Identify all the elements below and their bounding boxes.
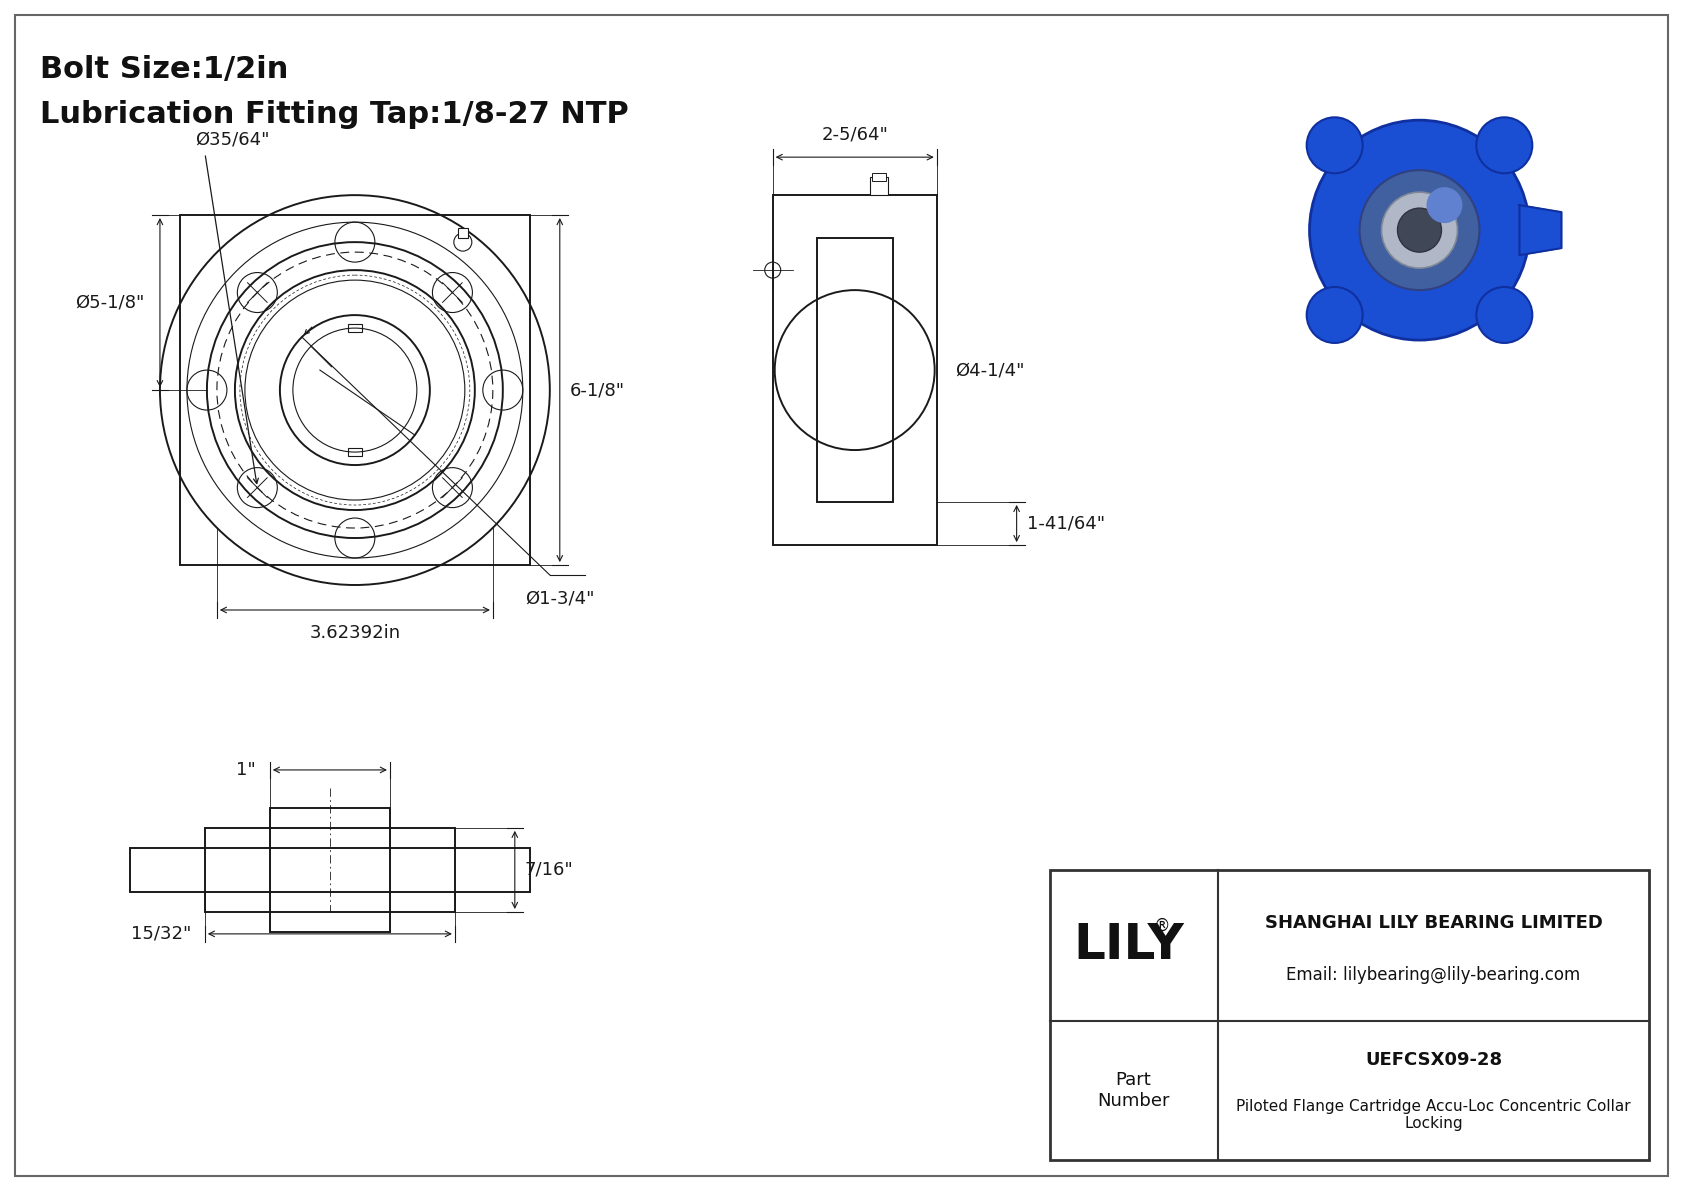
Circle shape: [1307, 118, 1362, 174]
Bar: [1049, 869, 1649, 1160]
Text: 7/16": 7/16": [525, 861, 574, 879]
Bar: [349, 324, 362, 332]
Text: 3.62392in: 3.62392in: [310, 624, 401, 642]
Text: 6-1/8": 6-1/8": [569, 381, 625, 399]
Text: Ø1-3/4": Ø1-3/4": [525, 590, 594, 607]
Circle shape: [1307, 287, 1362, 343]
Bar: [205, 828, 455, 912]
Text: Part
Number: Part Number: [1098, 1071, 1170, 1110]
Text: 1": 1": [236, 761, 256, 779]
Text: 15/32": 15/32": [131, 925, 190, 943]
Polygon shape: [1519, 205, 1561, 255]
Text: Ø5-1/8": Ø5-1/8": [76, 294, 145, 312]
Circle shape: [1398, 208, 1442, 252]
Text: 2-5/64": 2-5/64": [822, 125, 887, 143]
Text: Ø35/64": Ø35/64": [195, 130, 269, 148]
Text: Email: lilybearing@lily-bearing.com: Email: lilybearing@lily-bearing.com: [1287, 966, 1581, 985]
Bar: [458, 229, 468, 238]
Text: ®: ®: [1154, 916, 1170, 934]
Circle shape: [1477, 287, 1532, 343]
Bar: [349, 448, 362, 456]
Text: Piloted Flange Cartridge Accu-Loc Concentric Collar
Locking: Piloted Flange Cartridge Accu-Loc Concen…: [1236, 1099, 1630, 1131]
Text: Ø4-1/4": Ø4-1/4": [955, 361, 1024, 379]
Bar: [269, 807, 391, 931]
Circle shape: [1310, 120, 1529, 341]
Bar: [872, 173, 886, 181]
Circle shape: [1477, 118, 1532, 174]
Bar: [817, 238, 893, 503]
Circle shape: [1426, 187, 1462, 223]
Bar: [869, 177, 887, 195]
Text: 1-41/64": 1-41/64": [1027, 515, 1105, 532]
Circle shape: [1359, 170, 1480, 291]
Text: UEFCSX09-28: UEFCSX09-28: [1366, 1050, 1502, 1068]
Bar: [180, 216, 530, 565]
Text: Lubrication Fitting Tap:1/8-27 NTP: Lubrication Fitting Tap:1/8-27 NTP: [40, 100, 628, 129]
Bar: [130, 848, 530, 892]
Bar: [773, 195, 936, 545]
Text: LILY: LILY: [1073, 922, 1184, 969]
Circle shape: [1381, 192, 1457, 268]
Text: Bolt Size:1/2in: Bolt Size:1/2in: [40, 55, 288, 85]
Text: SHANGHAI LILY BEARING LIMITED: SHANGHAI LILY BEARING LIMITED: [1265, 913, 1603, 931]
